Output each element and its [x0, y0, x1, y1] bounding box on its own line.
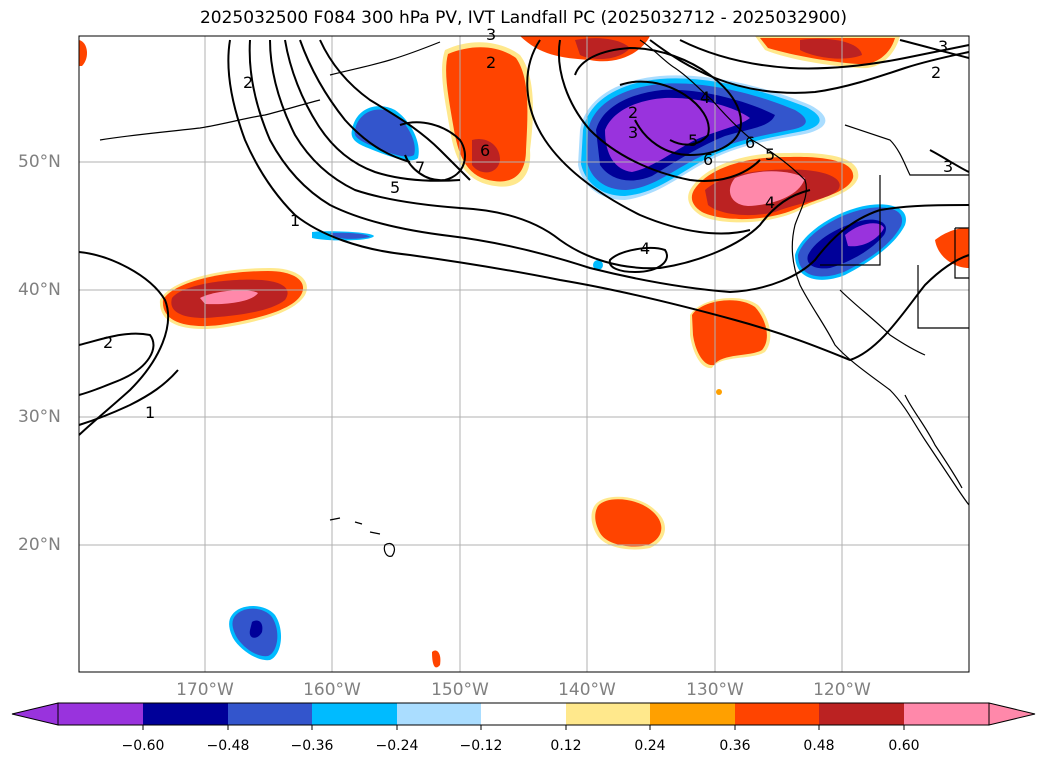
- contour-label: 6: [703, 150, 713, 169]
- contour-label: 1: [145, 403, 155, 422]
- colorbar-bin: [904, 703, 989, 725]
- map-title: 2025032500 F084 300 hPa PV, IVT Landfall…: [199, 8, 847, 28]
- lon-label: 140°W: [558, 680, 616, 700]
- positive-anomalies: [79, 36, 969, 668]
- colorbar-bin: [481, 703, 566, 725]
- colorbar-tick-label: −0.48: [206, 738, 250, 754]
- contour-label: 2: [628, 103, 638, 122]
- contour-label: 4: [765, 193, 775, 212]
- lon-label: 150°W: [431, 680, 489, 700]
- colorbar-bin: [312, 703, 397, 725]
- contour-label: 2: [103, 333, 113, 352]
- contour-label: 4: [700, 88, 710, 107]
- contour-labels: 1 2 2 1 2 3 4 5 6 7 5 6 2 3 5 6 4 4 2 3 …: [103, 25, 953, 422]
- graticule: [79, 36, 969, 672]
- colorbar-tick-label: −0.36: [290, 738, 334, 754]
- contour-label: 6: [480, 141, 490, 160]
- colorbar-tick-label: −0.12: [459, 738, 503, 754]
- lon-label: 170°W: [176, 680, 234, 700]
- pv-contours: [78, 39, 970, 436]
- colorbar-bin: [397, 703, 481, 725]
- lon-label: 160°W: [303, 680, 361, 700]
- lat-label: 30°N: [18, 407, 61, 427]
- colorbar-tick-label: 0.12: [550, 738, 582, 754]
- colorbar-bin: [566, 703, 650, 725]
- colorbar-bin: [143, 703, 228, 725]
- contour-label: 3: [486, 25, 496, 44]
- colorbar-bin: [228, 703, 312, 725]
- contour-label: 3: [943, 157, 953, 176]
- coastlines: [99, 39, 970, 557]
- colorbar-tick-label: 0.60: [888, 738, 920, 754]
- contour-label: 2: [243, 73, 253, 92]
- contour-label: 5: [688, 131, 698, 150]
- contour-label: 3: [938, 37, 948, 56]
- colorbar-tick-label: −0.24: [375, 738, 419, 754]
- lon-label: 120°W: [813, 680, 871, 700]
- lat-label: 40°N: [18, 280, 61, 300]
- negative-anomalies: [229, 75, 906, 661]
- contour-label: 5: [390, 178, 400, 197]
- lat-label: 20°N: [18, 535, 61, 555]
- lat-label: 50°N: [18, 152, 61, 172]
- colorbar-extend-high: [988, 702, 1036, 726]
- colorbar-bin: [650, 703, 735, 725]
- colorbar-tick-label: 0.24: [634, 738, 666, 754]
- colorbar-bin: [819, 703, 904, 725]
- lon-label: 130°W: [686, 680, 744, 700]
- colorbar: [11, 702, 1036, 730]
- colorbar-extend-low: [11, 702, 59, 726]
- contour-label: 6: [745, 133, 755, 152]
- contour-label: 2: [486, 53, 496, 72]
- colorbar-bin: [58, 703, 143, 725]
- contour-label: 4: [640, 239, 650, 258]
- map-frame: [78, 35, 970, 673]
- colorbar-tick-label: 0.36: [719, 738, 751, 754]
- colorbar-tick-label: −0.60: [121, 738, 165, 754]
- contour-label: 5: [765, 145, 775, 164]
- colorbar-bin: [735, 703, 819, 725]
- contour-label: 7: [415, 158, 425, 177]
- contour-label: 3: [628, 123, 638, 142]
- contour-label: 2: [931, 63, 941, 82]
- colorbar-frame: [57, 702, 990, 726]
- colorbar-tick-label: 0.48: [803, 738, 835, 754]
- contour-label: 1: [290, 211, 300, 230]
